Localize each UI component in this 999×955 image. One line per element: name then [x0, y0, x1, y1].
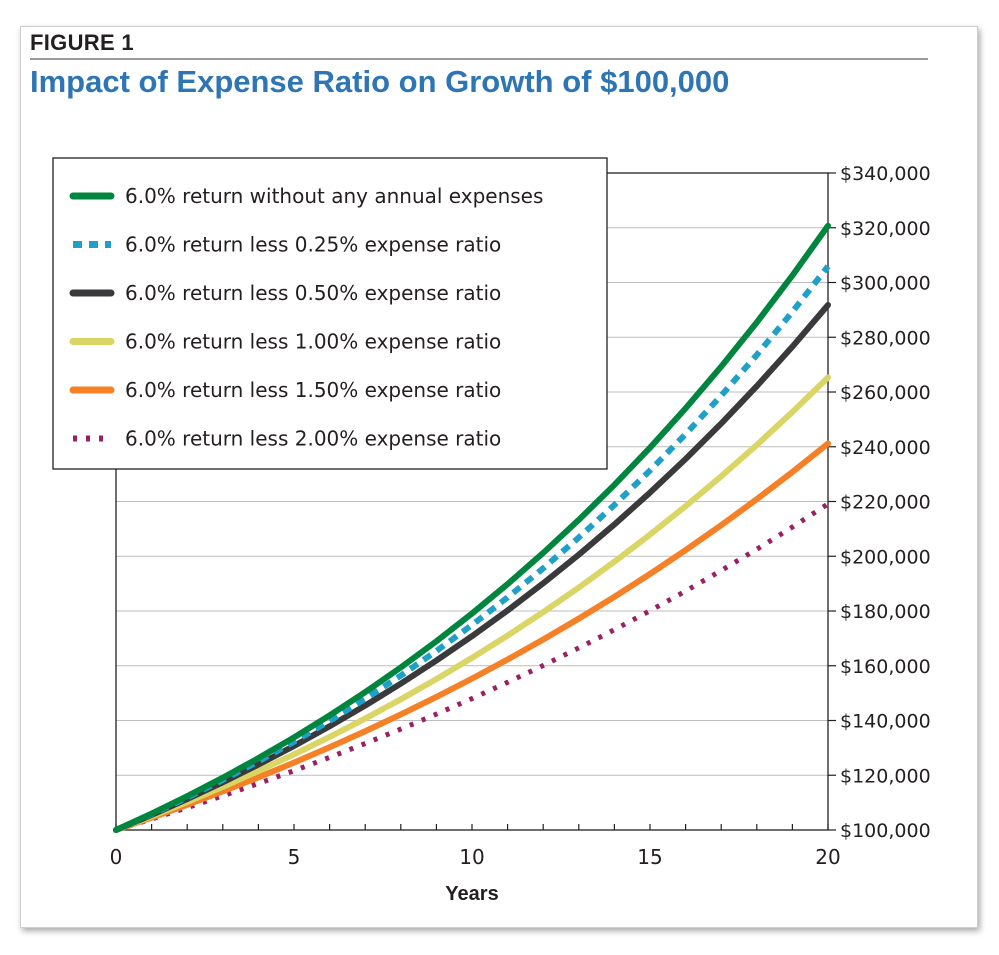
series-line [113, 440, 831, 833]
y-tick-label: $140,000 [840, 711, 931, 733]
legend: 6.0% return without any annual expenses 6… [52, 157, 608, 470]
series-line [113, 374, 831, 833]
series-lines [113, 222, 831, 833]
legend-label: 6.0% return less 0.25% expense ratio [125, 233, 501, 257]
x-tick-label: 10 [459, 845, 484, 869]
x-tick-label: 5 [288, 845, 301, 869]
legend-label: 6.0% return less 0.50% expense ratio [125, 281, 501, 305]
legend-box [52, 157, 608, 470]
y-tick-label: $120,000 [840, 765, 931, 787]
y-tick-label: $280,000 [840, 327, 931, 349]
y-tick-label: $240,000 [840, 437, 931, 459]
y-tick-label: $200,000 [840, 546, 931, 568]
y-tick-label: $160,000 [840, 656, 931, 678]
x-axis-label: Years [445, 883, 498, 905]
legend-label: 6.0% return less 1.00% expense ratio [125, 330, 501, 354]
y-tick-label: $100,000 [840, 820, 931, 842]
x-tick-label: 0 [110, 845, 123, 869]
y-tick-label: $220,000 [840, 492, 931, 514]
y-tick-label: $180,000 [840, 601, 931, 623]
series-line [115, 501, 830, 833]
y-tick-label: $320,000 [840, 218, 931, 240]
figure-label: FIGURE 1 [30, 30, 134, 55]
legend-label: 6.0% return without any annual expenses [125, 184, 543, 208]
axes: $100,000 $120,000 $140,000 $160,000 $180,000… [110, 163, 931, 869]
x-tick-label: 20 [815, 845, 840, 869]
x-tick-label: 15 [637, 845, 662, 869]
figure-divider [30, 58, 928, 60]
legend-label: 6.0% return less 1.50% expense ratio [125, 378, 501, 402]
y-tick-label: $340,000 [840, 163, 931, 185]
figure-title: Impact of Expense Ratio on Growth of $10… [30, 64, 730, 99]
legend-label: 6.0% return less 2.00% expense ratio [125, 427, 501, 451]
series-line [113, 222, 831, 833]
y-tick-label: $300,000 [840, 273, 931, 295]
y-tick-label: $260,000 [840, 382, 931, 404]
